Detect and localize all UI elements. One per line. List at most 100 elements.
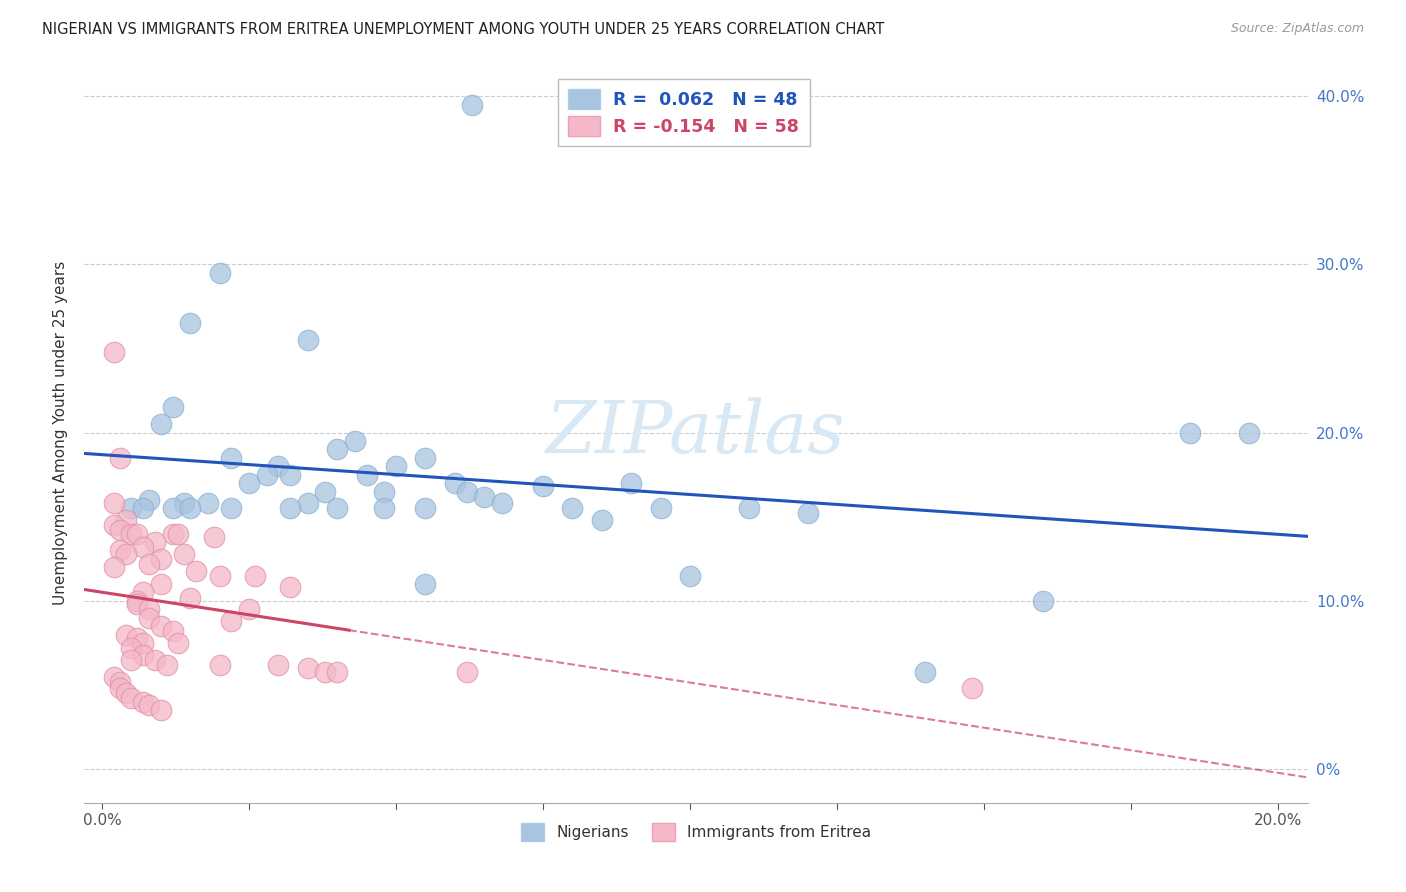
Point [326,442,349,457]
Point [343,434,366,448]
Point [173,547,195,561]
Point [461,97,484,112]
Point [179,501,201,516]
Point [103,496,125,510]
Text: ZIPatlas: ZIPatlas [546,397,846,468]
Point [149,619,172,633]
Point [591,513,613,527]
Point [1237,425,1260,440]
Point [138,557,160,571]
Point [162,501,184,516]
Point [179,316,201,330]
Point [156,657,179,672]
Point [208,657,231,672]
Point [444,476,467,491]
Point [184,564,207,578]
Point [1032,594,1054,608]
Point [132,695,155,709]
Point [103,560,125,574]
Point [127,526,149,541]
Point [143,535,166,549]
Point [108,450,131,465]
Point [120,653,142,667]
Y-axis label: Unemployment Among Youth under 25 years: Unemployment Among Youth under 25 years [53,260,69,605]
Point [138,492,160,507]
Point [373,501,395,516]
Point [314,665,336,679]
Point [297,661,319,675]
Point [167,526,190,541]
Point [738,501,761,516]
Point [108,681,131,696]
Point [202,530,225,544]
Point [456,484,478,499]
Point [297,333,319,347]
Point [221,614,243,628]
Point [108,523,131,537]
Point [132,501,155,516]
Point [103,670,125,684]
Point [132,585,155,599]
Point [162,624,184,639]
Point [114,627,136,641]
Point [120,526,142,541]
Point [149,417,172,432]
Point [179,591,201,605]
Point [149,577,172,591]
Point [108,674,131,689]
Point [238,602,260,616]
Point [278,501,301,516]
Text: Source: ZipAtlas.com: Source: ZipAtlas.com [1230,22,1364,36]
Point [267,459,290,474]
Point [314,484,336,499]
Point [162,526,184,541]
Point [561,501,583,516]
Point [138,698,160,713]
Point [127,594,149,608]
Point [138,602,160,616]
Point [620,476,643,491]
Point [132,636,155,650]
Point [1178,425,1201,440]
Point [796,507,818,521]
Point [138,610,160,624]
Point [385,459,408,474]
Point [132,540,155,554]
Point [103,518,125,533]
Point [120,640,142,655]
Point [208,266,231,280]
Point [120,691,142,706]
Point [114,513,136,527]
Point [356,467,378,482]
Point [120,501,142,516]
Point [456,665,478,679]
Point [278,467,301,482]
Point [167,636,190,650]
Point [914,665,936,679]
Point [278,581,301,595]
Point [415,501,437,516]
Point [114,547,136,561]
Point [208,568,231,582]
Point [108,543,131,558]
Point [221,450,243,465]
Point [127,631,149,645]
Point [491,496,513,510]
Point [243,568,266,582]
Point [132,648,155,662]
Point [679,568,702,582]
Point [267,657,290,672]
Point [326,501,349,516]
Point [373,484,395,499]
Point [297,496,319,510]
Text: NIGERIAN VS IMMIGRANTS FROM ERITREA UNEMPLOYMENT AMONG YOUTH UNDER 25 YEARS CORR: NIGERIAN VS IMMIGRANTS FROM ERITREA UNEM… [42,22,884,37]
Point [472,490,495,504]
Point [415,577,437,591]
Point [197,496,219,510]
Point [103,344,125,359]
Point [415,450,437,465]
Point [114,686,136,700]
Point [221,501,243,516]
Point [256,467,278,482]
Legend: Nigerians, Immigrants from Eritrea: Nigerians, Immigrants from Eritrea [515,817,877,847]
